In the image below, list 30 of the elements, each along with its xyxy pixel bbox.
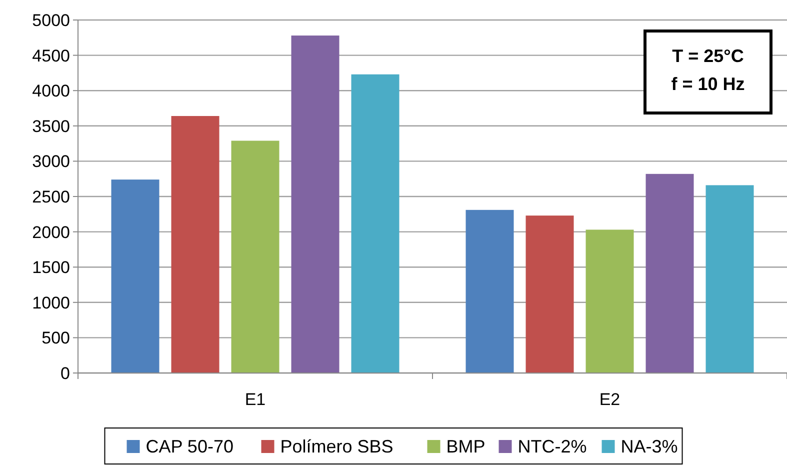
annotation: T = 25°C <box>672 46 744 66</box>
bar <box>526 216 574 373</box>
y-tick-label: 5000 <box>32 10 70 30</box>
y-tick-label: 1500 <box>32 258 70 278</box>
legend-label: BMP <box>446 436 486 456</box>
bar <box>111 180 160 373</box>
y-tick-label: 3000 <box>32 152 70 172</box>
y-tick-label: 0 <box>60 364 70 383</box>
y-tick-label: 4500 <box>32 46 70 66</box>
legend-label: NTC-2% <box>518 436 587 456</box>
y-tick-label: 2500 <box>32 187 70 206</box>
x-tick-label: E2 <box>599 390 620 409</box>
legend-label: Polímero SBS <box>280 436 394 456</box>
bar <box>291 36 340 373</box>
y-tick-label: 3500 <box>32 116 70 136</box>
legend-label: NA-3% <box>620 436 678 456</box>
bar <box>646 174 694 373</box>
bar <box>231 140 280 373</box>
bar <box>706 185 754 373</box>
bar <box>351 74 400 373</box>
y-tick-label: 4000 <box>32 82 70 101</box>
bar <box>586 230 634 373</box>
y-tick-label: 2000 <box>32 222 70 242</box>
legend-label: CAP 50-70 <box>146 436 234 456</box>
y-tick-label: 500 <box>42 328 70 348</box>
bar <box>466 210 514 373</box>
annotation: f = 10 Hz <box>671 74 745 94</box>
y-tick-label: 1000 <box>32 293 70 312</box>
bar <box>171 116 220 373</box>
x-tick-label: E1 <box>244 390 266 409</box>
